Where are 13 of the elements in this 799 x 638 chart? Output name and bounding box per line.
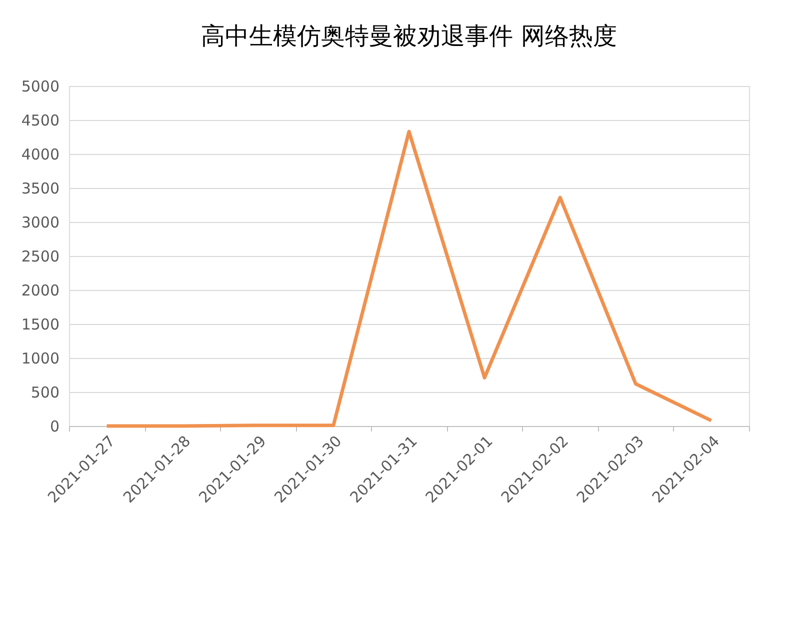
- chart-title: 高中生模仿奥特曼被劝退事件 网络热度: [201, 22, 617, 50]
- y-tick-label: 4500: [21, 112, 60, 130]
- y-tick-label: 3500: [21, 180, 60, 198]
- y-tick-label: 5000: [21, 78, 60, 96]
- y-tick-label: 500: [30, 384, 60, 402]
- y-tick-label: 4000: [21, 146, 60, 164]
- y-tick-label: 2000: [21, 282, 60, 300]
- line-series: [105, 130, 713, 428]
- y-tick-label: 1500: [21, 316, 60, 334]
- y-tick-label: 0: [50, 418, 60, 436]
- y-tick-label: 3000: [21, 214, 60, 232]
- y-tick-label: 2500: [21, 248, 60, 266]
- y-tick-label: 1000: [21, 350, 60, 368]
